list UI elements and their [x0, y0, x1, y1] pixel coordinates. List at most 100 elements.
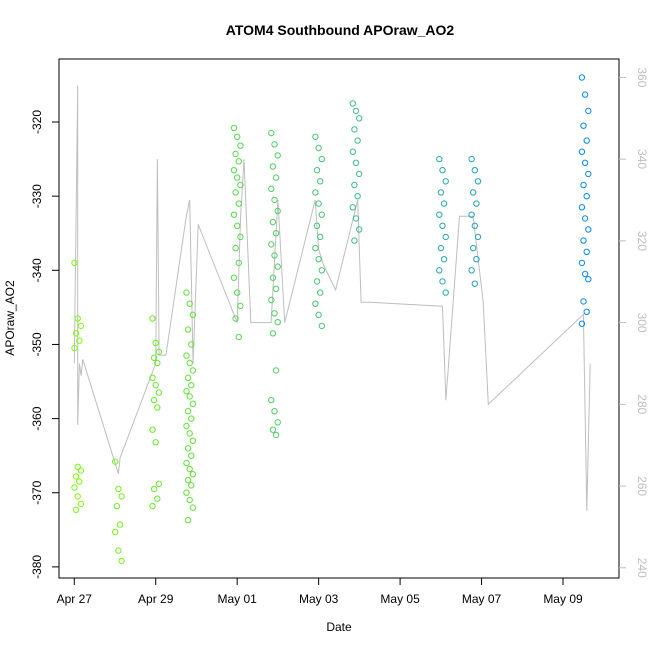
- data-point: [268, 241, 275, 248]
- data-point: [234, 133, 241, 141]
- data-point: [318, 267, 325, 274]
- data-point: [274, 419, 281, 426]
- data-point: [272, 285, 280, 292]
- data-point: [186, 300, 193, 307]
- data-point: [269, 274, 277, 281]
- data-point: [437, 189, 445, 196]
- data-point: [581, 270, 589, 278]
- data-point: [473, 200, 480, 207]
- data-point: [150, 354, 158, 361]
- data-point: [269, 330, 277, 337]
- data-point: [585, 107, 592, 115]
- data-point: [235, 259, 243, 267]
- y2-tick-label: 300: [635, 313, 649, 333]
- data-point: [269, 163, 277, 170]
- chart-title: ATOM4 Southbound APOraw_AO2: [226, 22, 455, 38]
- series-line: [73, 85, 591, 511]
- data-point: [186, 430, 193, 437]
- data-point: [188, 415, 195, 422]
- data-point: [188, 482, 195, 489]
- data-point: [115, 547, 122, 554]
- data-point: [149, 502, 156, 510]
- data-point: [183, 459, 190, 467]
- data-point: [315, 311, 322, 318]
- y-tick-label: -320: [30, 110, 44, 134]
- data-point: [155, 348, 163, 356]
- data-point: [188, 452, 195, 459]
- data-point: [113, 502, 121, 510]
- data-point: [183, 489, 190, 496]
- data-point: [189, 367, 197, 374]
- data-point: [237, 142, 244, 149]
- data-point: [581, 91, 589, 98]
- data-point: [230, 211, 238, 218]
- data-point: [237, 181, 244, 189]
- data-point: [580, 298, 587, 305]
- data-point: [154, 495, 161, 502]
- data-point: [230, 167, 238, 174]
- data-point: [115, 485, 122, 493]
- data-point: [354, 137, 361, 144]
- data-point: [313, 167, 321, 174]
- data-point: [184, 445, 192, 452]
- data-point: [269, 426, 277, 433]
- data-point: [188, 341, 195, 348]
- data-point: [471, 280, 478, 287]
- x-axis-label: Date: [326, 620, 352, 634]
- x-tick-label: May 07: [462, 592, 502, 606]
- data-point: [184, 374, 192, 381]
- data-point: [268, 396, 275, 404]
- data-point: [470, 189, 477, 196]
- data-point: [578, 320, 586, 327]
- data-point: [439, 278, 446, 285]
- data-point: [237, 233, 244, 241]
- x-axis: Apr 27 Apr 29 May 01 May 03 May 05 May 07 May …: [57, 578, 583, 606]
- data-point: [315, 144, 322, 152]
- data-point: [313, 278, 321, 285]
- data-point: [189, 471, 197, 478]
- data-point: [474, 233, 482, 241]
- data-point: [436, 267, 443, 274]
- y2-tick-label: 260: [635, 476, 649, 496]
- data-point: [232, 244, 239, 252]
- data-point: [470, 244, 477, 252]
- data-point: [351, 126, 358, 133]
- data-point: [71, 484, 78, 491]
- y-tick-label: -340: [30, 258, 44, 282]
- y-tick-label: -370: [30, 480, 44, 504]
- data-point: [189, 504, 197, 511]
- data-point: [274, 152, 281, 159]
- data-point: [155, 389, 163, 396]
- x-tick-label: May 05: [380, 592, 420, 606]
- data-point: [189, 437, 197, 444]
- data-point: [150, 396, 158, 404]
- data-point: [71, 259, 78, 267]
- data-point: [237, 302, 244, 310]
- data-point: [154, 404, 161, 411]
- data-point: [232, 189, 239, 196]
- data-point: [235, 200, 243, 207]
- y2-tick-label: 240: [635, 558, 649, 578]
- data-point: [77, 467, 85, 474]
- data-point: [184, 326, 192, 333]
- y-axis-left: -320 -330 -340 -350 -360 -370 -380: [30, 110, 59, 579]
- data-point: [315, 256, 322, 263]
- data-point: [186, 496, 193, 504]
- data-point: [436, 211, 443, 218]
- data-point: [349, 100, 356, 107]
- data-point: [312, 189, 319, 196]
- data-point: [349, 204, 356, 211]
- x-tick-label: Apr 29: [138, 592, 174, 606]
- data-point: [186, 465, 193, 473]
- y2-tick-label: 340: [635, 149, 649, 169]
- data-point: [155, 480, 163, 487]
- y-axis-right: 240 260 280 300 320 340 360: [619, 67, 649, 578]
- data-point: [118, 557, 125, 565]
- data-point: [468, 211, 475, 218]
- data-point: [116, 521, 124, 528]
- data-point: [583, 193, 590, 200]
- y2-tick-label: 320: [635, 231, 649, 251]
- data-point: [183, 352, 190, 359]
- data-point: [268, 296, 275, 304]
